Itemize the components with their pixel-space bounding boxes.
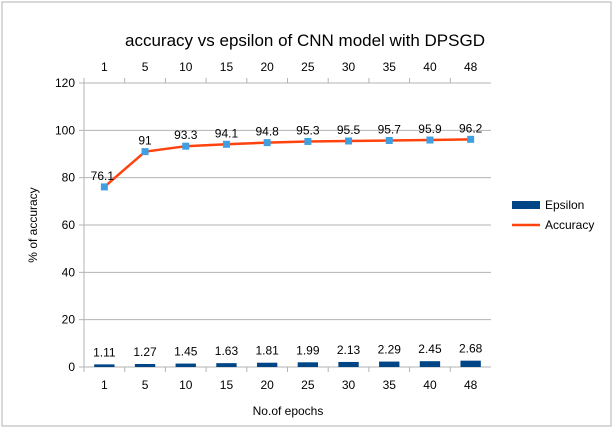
x-tick-label-top: 30 [342,60,356,74]
bar-data-label: 1.63 [215,344,239,358]
y-tick-label: 120 [55,76,75,90]
line-point-accuracy [100,183,108,191]
plot-area: 0204060801001201155101015152020252530303… [55,60,491,392]
bar-data-label: 1.99 [296,343,320,357]
bar-data-label: 1.11 [93,345,116,359]
bar-data-label: 2.13 [337,343,361,357]
legend-label-epsilon: Epsilon [545,198,584,212]
x-tick-label-bottom: 48 [464,378,478,392]
y-tick-label: 0 [68,360,75,374]
line-point-accuracy [304,137,312,145]
x-tick-label-bottom: 25 [301,378,315,392]
bar-epsilon [175,363,196,367]
y-axis-label: % of accuracy [26,187,40,262]
bar-data-label: 1.27 [133,345,157,359]
line-accuracy [103,138,471,188]
chart-title: accuracy vs epsilon of CNN model with DP… [125,31,485,50]
line-data-label: 94.1 [215,126,239,140]
line-data-label: 91 [138,134,152,148]
x-tick-label-bottom: 40 [423,378,437,392]
line-data-label: 96.2 [459,121,483,135]
legend-swatch-epsilon [512,201,540,209]
line-data-label: 95.5 [337,123,361,137]
line-point-accuracy [141,148,149,156]
x-tick-label-top: 48 [464,60,478,74]
bar-epsilon [134,363,156,367]
bar-epsilon [297,362,319,367]
x-tick-label-bottom: 10 [179,378,193,392]
x-axis-label: No.of epochs [253,404,324,418]
line-data-label: 95.3 [296,123,320,137]
x-tick-label-top: 5 [142,60,149,74]
line-data-label: 95.9 [418,122,442,136]
x-tick-label-top: 25 [301,60,315,74]
chart-frame [1,1,612,427]
bar-data-label: 1.45 [174,345,198,359]
y-tick-label: 40 [62,265,76,279]
line-data-label: 95.7 [378,123,402,137]
y-tick-label: 100 [55,123,75,137]
line-point-accuracy [467,135,475,143]
y-tick-label: 80 [62,171,76,185]
line-data-label: 94.8 [255,125,279,139]
x-tick-label-top: 40 [423,60,437,74]
line-point-accuracy [426,136,434,144]
bar-epsilon [419,361,441,367]
y-tick-label: 20 [62,313,76,327]
x-tick-label-bottom: 35 [383,378,397,392]
bar-epsilon [460,360,481,367]
bar-epsilon [216,363,237,367]
line-point-accuracy [222,140,230,148]
bar-epsilon [379,361,400,367]
x-tick-label-bottom: 1 [101,378,108,392]
x-tick-label-bottom: 15 [220,378,234,392]
bar-data-label: 2.45 [418,342,442,356]
bar-data-label: 2.29 [378,343,402,357]
y-tick-label: 60 [62,218,76,232]
line-data-label: 76.1 [91,169,115,183]
bar-data-label: 2.68 [459,342,483,356]
x-tick-label-top: 1 [101,60,108,74]
bar-data-label: 1.81 [255,344,279,358]
line-point-accuracy [385,137,393,145]
x-tick-label-bottom: 20 [260,378,274,392]
line-point-accuracy [263,139,271,147]
bar-epsilon [338,361,359,367]
x-tick-label-top: 35 [383,60,397,74]
line-point-accuracy [182,142,190,150]
line-point-accuracy [345,137,353,145]
x-tick-label-bottom: 5 [142,378,149,392]
legend: Epsilon Accuracy [512,198,594,232]
legend-label-accuracy: Accuracy [545,218,594,232]
bar-epsilon [94,364,115,367]
x-tick-label-bottom: 30 [342,378,356,392]
x-tick-label-top: 15 [220,60,234,74]
bar-epsilon [256,362,278,367]
x-tick-label-top: 20 [260,60,274,74]
line-data-label: 93.3 [174,128,198,142]
x-tick-label-top: 10 [179,60,193,74]
